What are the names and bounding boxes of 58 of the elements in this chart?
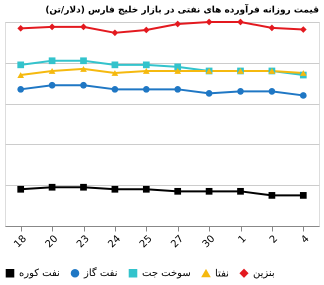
x-tick-label: 4 [299, 234, 312, 246]
point [80, 184, 87, 191]
point [112, 70, 118, 76]
point [48, 24, 56, 30]
point [174, 20, 182, 28]
point [206, 188, 212, 195]
legend-label: نفتا [215, 268, 229, 280]
x-tick-label: 27 [169, 234, 186, 250]
point [237, 188, 244, 195]
point [80, 82, 87, 89]
point [300, 26, 307, 33]
point [268, 88, 276, 95]
x-tick-label: 18 [12, 234, 29, 250]
point [300, 92, 307, 99]
x-tick-label: 20 [44, 234, 60, 250]
point [112, 86, 118, 93]
point [300, 70, 307, 76]
x-tick-label: 30 [200, 234, 218, 250]
chart-title: قیمت روزانه فرآورده های نفتی در بازار خلیج فارس (دلار/تن) [45, 4, 320, 16]
point [17, 86, 24, 93]
point [142, 61, 150, 68]
x-tick-label: 23 [74, 234, 92, 250]
point [17, 61, 24, 68]
point [300, 192, 307, 199]
point [142, 68, 150, 74]
x-tick-label: 24 [106, 234, 124, 250]
legend-label: نفت کوره [19, 268, 60, 280]
point [268, 192, 276, 199]
point [17, 24, 24, 32]
point [17, 186, 24, 193]
legend-label: نفت گاز [83, 267, 118, 280]
point [142, 86, 150, 93]
point [48, 82, 56, 89]
point [17, 72, 24, 78]
point [80, 24, 87, 30]
point [112, 29, 118, 36]
point [237, 18, 244, 26]
point [206, 18, 212, 26]
point [112, 61, 118, 68]
point [80, 57, 87, 64]
point [174, 68, 182, 74]
point [206, 90, 212, 97]
point [174, 188, 182, 195]
point [48, 68, 56, 74]
point [112, 186, 118, 193]
x-tick-label: 2 [268, 234, 280, 246]
legend-label: سوخت جت [142, 268, 191, 280]
point [268, 24, 276, 32]
point [142, 26, 150, 34]
point [48, 57, 56, 64]
point [142, 186, 150, 193]
point [237, 88, 244, 95]
x-tick-label: 25 [138, 234, 155, 250]
point [48, 184, 56, 191]
point [80, 66, 87, 72]
x-tick-label: 1 [236, 234, 249, 246]
point [174, 86, 182, 93]
legend-label: بنزین [253, 268, 275, 280]
